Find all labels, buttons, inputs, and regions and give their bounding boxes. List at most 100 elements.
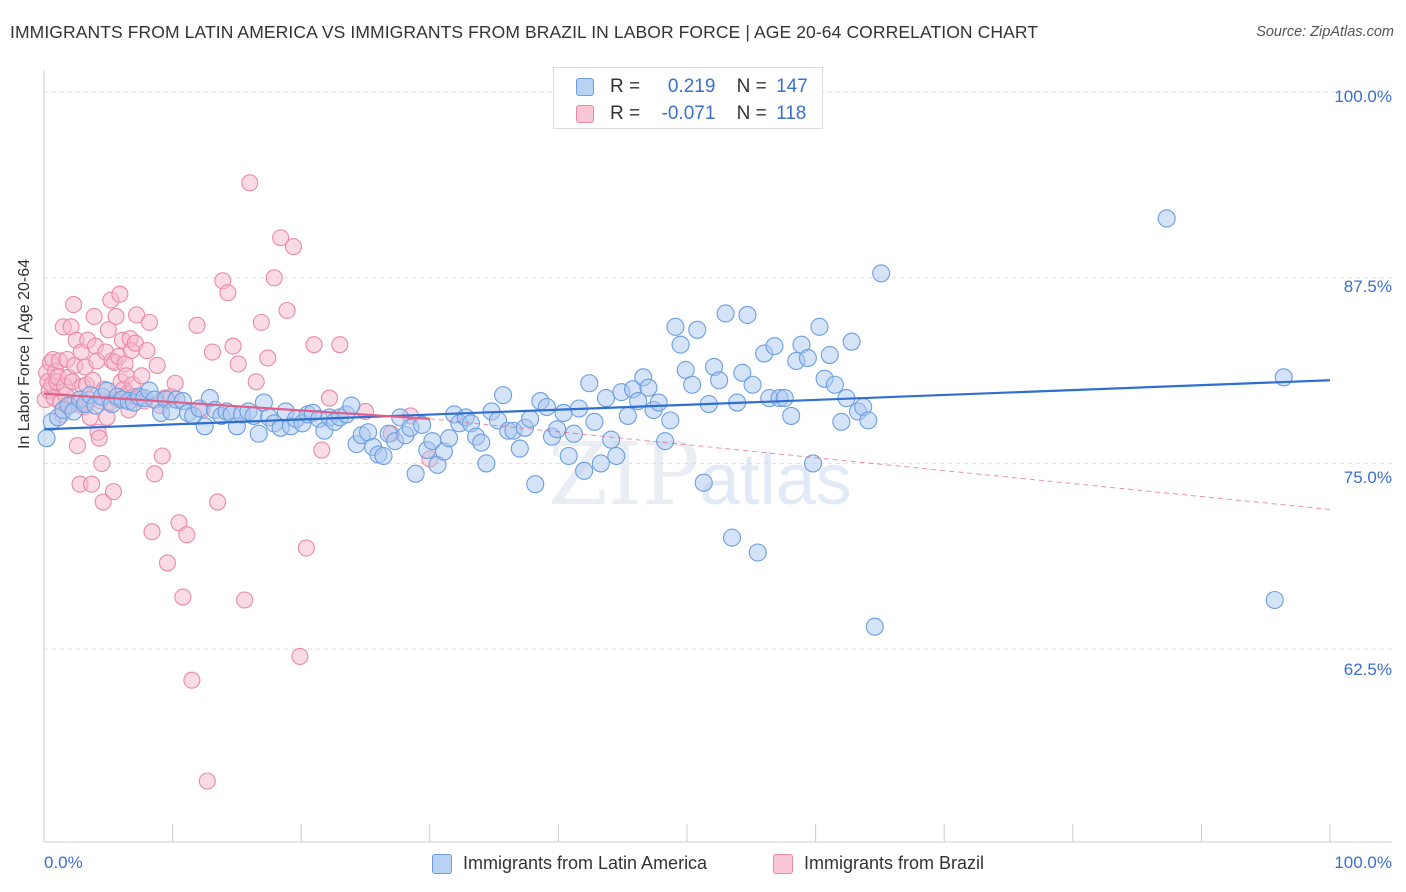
data-point-latin-america: [694, 473, 713, 492]
data-point-brazil: [166, 374, 184, 392]
data-point-latin-america: [580, 374, 599, 393]
y-tick-label-100: 100.0%: [1334, 87, 1392, 106]
stats-legend: R = 0.219 N = 147 R = -0.071 N = 118: [553, 67, 823, 129]
data-point-latin-america: [716, 304, 735, 323]
data-point-latin-america: [537, 397, 556, 417]
data-point-latin-america: [521, 409, 540, 428]
trendline-brazil-extrapolated: [429, 418, 1331, 510]
data-point-brazil: [183, 671, 201, 689]
data-point-brazil: [252, 313, 270, 331]
data-point-brazil: [236, 591, 254, 609]
data-point-brazil: [224, 337, 242, 355]
watermark-atlas: atlas: [699, 440, 852, 520]
data-point-brazil: [93, 454, 111, 472]
data-point-latin-america: [872, 264, 891, 283]
data-point-brazil: [68, 437, 86, 455]
chart-title: IMMIGRANTS FROM LATIN AMERICA VS IMMIGRA…: [10, 22, 1039, 42]
data-point-brazil: [143, 523, 161, 541]
data-point-brazil: [313, 441, 331, 459]
data-point-latin-america: [743, 375, 762, 394]
data-point-brazil: [188, 316, 206, 334]
data-point-brazil: [198, 772, 216, 790]
r-label: R =: [610, 103, 641, 124]
y-tick-label-62-5: 62.5%: [1343, 660, 1392, 679]
data-point-brazil: [284, 238, 303, 256]
legend-swatch-blue: [576, 78, 594, 96]
data-point-latin-america: [510, 439, 529, 458]
data-point-latin-america: [406, 464, 425, 483]
n-label: N =: [736, 103, 767, 124]
data-point-brazil: [111, 285, 129, 303]
data-point-latin-america: [195, 417, 214, 436]
x-tick-label-0: 0.0%: [44, 853, 83, 872]
data-point-brazil: [272, 229, 290, 247]
data-point-brazil: [83, 475, 101, 493]
data-point-brazil: [219, 284, 237, 302]
data-point-latin-america: [649, 393, 668, 412]
data-point-brazil: [170, 514, 188, 532]
data-point-latin-america: [607, 446, 626, 466]
data-point-latin-america: [671, 335, 690, 354]
y-axis-label: In Labor Force | Age 20-64: [16, 258, 33, 449]
data-point-latin-america: [596, 389, 616, 408]
data-point-brazil: [133, 367, 151, 385]
r-value: -0.071: [661, 103, 716, 124]
r-label: R =: [610, 76, 641, 97]
data-point-latin-america: [639, 378, 658, 397]
data-point-brazil: [305, 336, 323, 354]
data-point-brazil: [65, 296, 83, 314]
data-point-latin-america: [688, 320, 707, 339]
watermark: ZIPatlas: [548, 425, 852, 525]
data-point-brazil: [99, 321, 117, 339]
n-value: 118: [776, 103, 807, 124]
data-point-latin-america: [722, 528, 742, 547]
data-point-latin-america: [591, 454, 610, 473]
data-point-brazil: [331, 336, 349, 354]
data-point-brazil: [94, 493, 112, 511]
data-point-brazil: [247, 373, 265, 391]
data-point-latin-america: [249, 424, 268, 443]
data-point-latin-america: [661, 411, 680, 430]
data-point-latin-america: [472, 433, 491, 452]
data-point-brazil: [153, 447, 171, 465]
data-point-latin-america: [554, 403, 573, 422]
data-point-latin-america: [494, 386, 513, 405]
legend-label: Immigrants from Brazil: [804, 853, 985, 873]
data-point-latin-america: [842, 332, 861, 351]
data-point-latin-america: [832, 412, 851, 431]
data-point-latin-america: [477, 454, 496, 473]
data-point-latin-america: [765, 337, 784, 356]
data-point-brazil: [259, 349, 277, 367]
data-point-brazil: [174, 588, 192, 606]
data-point-latin-america: [738, 305, 757, 325]
data-point-brazil: [85, 307, 103, 325]
data-point-latin-america: [683, 375, 702, 394]
data-point-latin-america: [618, 406, 637, 425]
data-point-brazil: [241, 174, 259, 192]
data-point-brazil: [146, 465, 164, 483]
data-point-latin-america: [575, 461, 594, 480]
data-point-brazil: [297, 539, 315, 557]
data-point-latin-america: [748, 543, 767, 562]
x-tick-label-100: 100.0%: [1334, 853, 1392, 872]
n-label: N =: [736, 76, 767, 97]
data-point-latin-america: [585, 412, 604, 431]
stats-text: R = 0.219 N = 147: [610, 76, 808, 98]
data-point-brazil: [158, 554, 177, 572]
data-point-latin-america: [1157, 209, 1176, 228]
data-point-latin-america: [825, 375, 844, 394]
data-point-brazil: [229, 355, 247, 373]
data-point-brazil: [140, 313, 159, 331]
data-point-latin-america: [602, 430, 621, 449]
data-point-latin-america: [859, 411, 878, 430]
data-point-latin-america: [629, 392, 648, 411]
data-point-latin-america: [413, 415, 432, 434]
data-point-latin-america: [440, 429, 459, 448]
trendline-latin-america: [43, 379, 1331, 431]
y-tick-label-87-5: 87.5%: [1343, 277, 1392, 296]
data-point-brazil: [104, 483, 122, 501]
legend-swatch-blue: [432, 854, 452, 874]
data-point-latin-america: [666, 317, 685, 336]
data-point-brazil: [291, 647, 309, 665]
